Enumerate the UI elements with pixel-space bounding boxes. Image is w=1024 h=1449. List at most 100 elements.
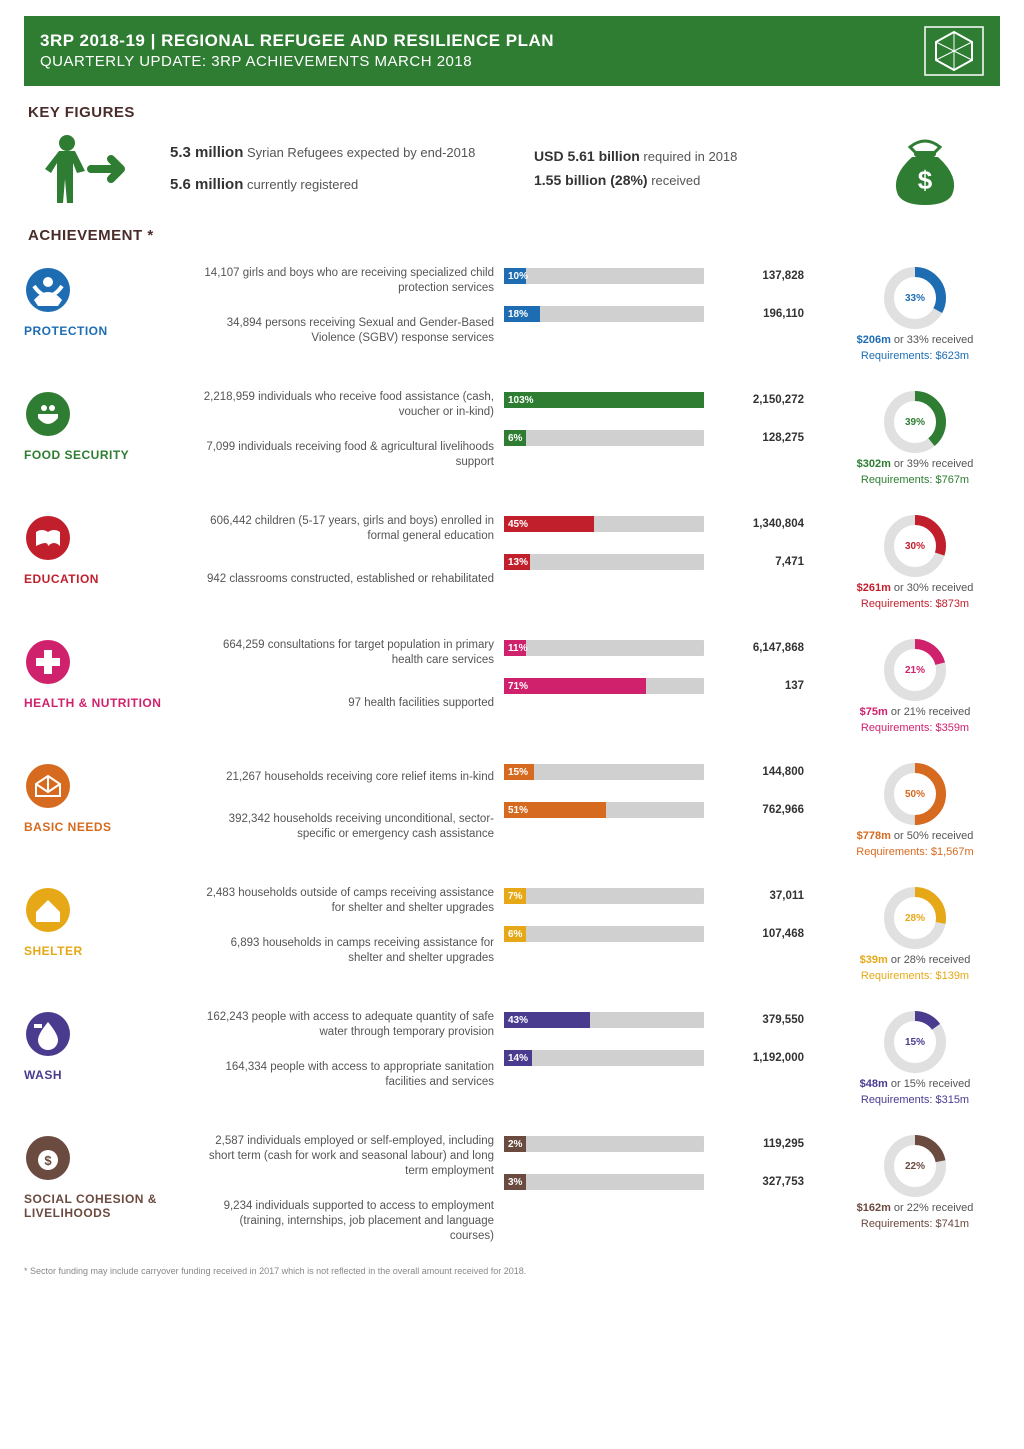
target-value: 762,966 (712, 804, 804, 816)
progress-bar-fill: 13% (504, 554, 530, 570)
stat-text: 97 health facilities supported (194, 688, 494, 718)
funding-requirements: Requirements: $359m (861, 722, 969, 734)
progress-bar-fill: 11% (504, 640, 526, 656)
funding-received-text: or 39% received (891, 458, 974, 470)
stat-text: 34,894 persons receiving Sexual and Gend… (194, 316, 494, 346)
sector-row: $SOCIAL COHESION & LIVELIHOODS2,587 indi… (24, 1120, 1000, 1258)
protection-icon (24, 266, 72, 314)
funding-requirements: Requirements: $623m (861, 350, 969, 362)
target-value: 379,550 (712, 1014, 804, 1026)
funding-amount: $48m (860, 1078, 888, 1090)
sector-label: WASH (24, 1068, 62, 1082)
stat-text: 2,587 individuals employed or self-emplo… (194, 1134, 494, 1179)
sector-stat-texts: 2,587 individuals employed or self-emplo… (194, 1134, 494, 1244)
stat-text: 6,893 households in camps receiving assi… (194, 936, 494, 966)
basic-icon (24, 762, 72, 810)
sector-bars: 103%2,150,2726%128,275 (504, 390, 804, 446)
livelihoods-icon: $ (24, 1134, 72, 1182)
progress-bar-fill: 7% (504, 888, 526, 904)
progress-bar-fill: 18% (504, 306, 540, 322)
progress-bar-row: 103%2,150,272 (504, 392, 804, 408)
progress-bar-row: 51% 762,966 (504, 802, 804, 818)
sector-funding: 22%$162m or 22% receivedRequirements: $7… (825, 1134, 1005, 1230)
stat-text: 162,243 people with access to adequate q… (194, 1010, 494, 1040)
funding-donut-icon: 33% (883, 266, 947, 330)
progress-bar-fill: 14% (504, 1050, 532, 1066)
progress-bar-row: 15%144,800 (504, 764, 804, 780)
stat-text: 664,259 consultations for target populat… (194, 638, 494, 668)
stat-text: 942 classrooms constructed, established … (194, 564, 494, 594)
svg-text:$: $ (918, 165, 933, 195)
funding-requirements: Requirements: $741m (861, 1218, 969, 1230)
funding-requirements: Requirements: $873m (861, 598, 969, 610)
progress-bar-row: 7%37,011 (504, 888, 804, 904)
money-bag-icon: $ (850, 129, 1000, 209)
progress-bar-fill: 3% (504, 1174, 526, 1190)
progress-bar-fill: 71% (504, 678, 646, 694)
sector-row: WASH 162,243 people with access to adequa… (24, 996, 1000, 1120)
sector-row: HEALTH & NUTRITION 664,259 consultations … (24, 624, 1000, 748)
progress-bar-fill: 45% (504, 516, 594, 532)
funding-amount: $261m (857, 582, 891, 594)
sector-row: BASIC NEEDS21,267 households receiving c… (24, 748, 1000, 872)
sector-funding: 33%$206m or 33% receivedRequirements: $6… (825, 266, 1005, 362)
progress-bar-row: 11% 6,147,868 (504, 640, 804, 656)
funding-donut-icon: 28% (883, 886, 947, 950)
stat-text: 9,234 individuals supported to access to… (194, 1199, 494, 1244)
sector-stat-texts: 21,267 households receiving core relief … (194, 762, 494, 842)
funding-donut-icon: 15% (883, 1010, 947, 1074)
funding-received-text: or 33% received (891, 334, 974, 346)
refugees-registered: 5.6 million currently registered (170, 174, 518, 197)
target-value: 327,753 (712, 1176, 804, 1188)
progress-bar-row: 43%379,550 (504, 1012, 804, 1028)
target-value: 1,340,804 (712, 518, 804, 530)
sector-bars: 11% 6,147,868 71% 137 (504, 638, 804, 694)
target-value: 128,275 (712, 432, 804, 444)
target-value: 6,147,868 (712, 642, 804, 654)
stat-text: 14,107 girls and boys who are receiving … (194, 266, 494, 296)
sector-stat-texts: 2,218,959 individuals who receive food a… (194, 390, 494, 470)
funding-received-text: or 28% received (888, 954, 971, 966)
achievement-heading: ACHIEVEMENT * (28, 227, 1000, 244)
sector-bars: 10%137,82818%196,110 (504, 266, 804, 322)
progress-bar-fill: 2% (504, 1136, 526, 1152)
key-figures-heading: KEY FIGURES (28, 104, 1000, 121)
target-value: 1,192,000 (712, 1052, 804, 1064)
progress-bar-fill: 103% (504, 392, 704, 408)
progress-bar-row: 13% 7,471 (504, 554, 804, 570)
sector-bars: 45% 1,340,804 13% 7,471 (504, 514, 804, 570)
sector-funding: 39%$302m or 39% receivedRequirements: $7… (825, 390, 1005, 486)
stat-text: 606,442 children (5-17 years, girls and … (194, 514, 494, 544)
wash-icon (24, 1010, 72, 1058)
sector-stat-texts: 2,483 households outside of camps receiv… (194, 886, 494, 966)
sector-label: PROTECTION (24, 324, 108, 338)
funding-amount: $162m (857, 1202, 891, 1214)
sector-bars: 7%37,0116%107,468 (504, 886, 804, 942)
refugees-icon (24, 129, 154, 209)
stat-text: 392,342 households receiving uncondition… (194, 812, 494, 842)
funding-received-text: or 22% received (891, 1202, 974, 1214)
funding-requirements: Requirements: $315m (861, 1094, 969, 1106)
progress-bar-row: 14% 1,192,000 (504, 1050, 804, 1066)
target-value: 7,471 (712, 556, 804, 568)
sector-funding: 21%$75m or 21% receivedRequirements: $35… (825, 638, 1005, 734)
progress-bar-fill: 51% (504, 802, 606, 818)
progress-bar-row: 71% 137 (504, 678, 804, 694)
sector-bars: 43%379,550 14% 1,192,000 (504, 1010, 804, 1066)
svg-text:$: $ (44, 1153, 52, 1168)
funding-received-text: or 30% received (891, 582, 974, 594)
stat-text: 7,099 individuals receiving food & agric… (194, 440, 494, 470)
target-value: 137 (712, 680, 804, 692)
funding-received-text: or 21% received (888, 706, 971, 718)
sector-label: HEALTH & NUTRITION (24, 696, 161, 710)
funding-amount: $39m (860, 954, 888, 966)
sector-row: EDUCATION606,442 children (5-17 years, g… (24, 500, 1000, 624)
footnote: * Sector funding may include carryover f… (24, 1266, 1000, 1276)
progress-bar-fill: 15% (504, 764, 534, 780)
health-icon (24, 638, 72, 686)
progress-bar-row: 18% 196,110 (504, 306, 804, 322)
sector-bars: 15%144,800 51% 762,966 (504, 762, 804, 818)
target-value: 196,110 (712, 308, 804, 320)
sector-row: SHELTER2,483 households outside of camps… (24, 872, 1000, 996)
header-title: 3RP 2018-19 | REGIONAL REFUGEE AND RESIL… (40, 30, 554, 52)
